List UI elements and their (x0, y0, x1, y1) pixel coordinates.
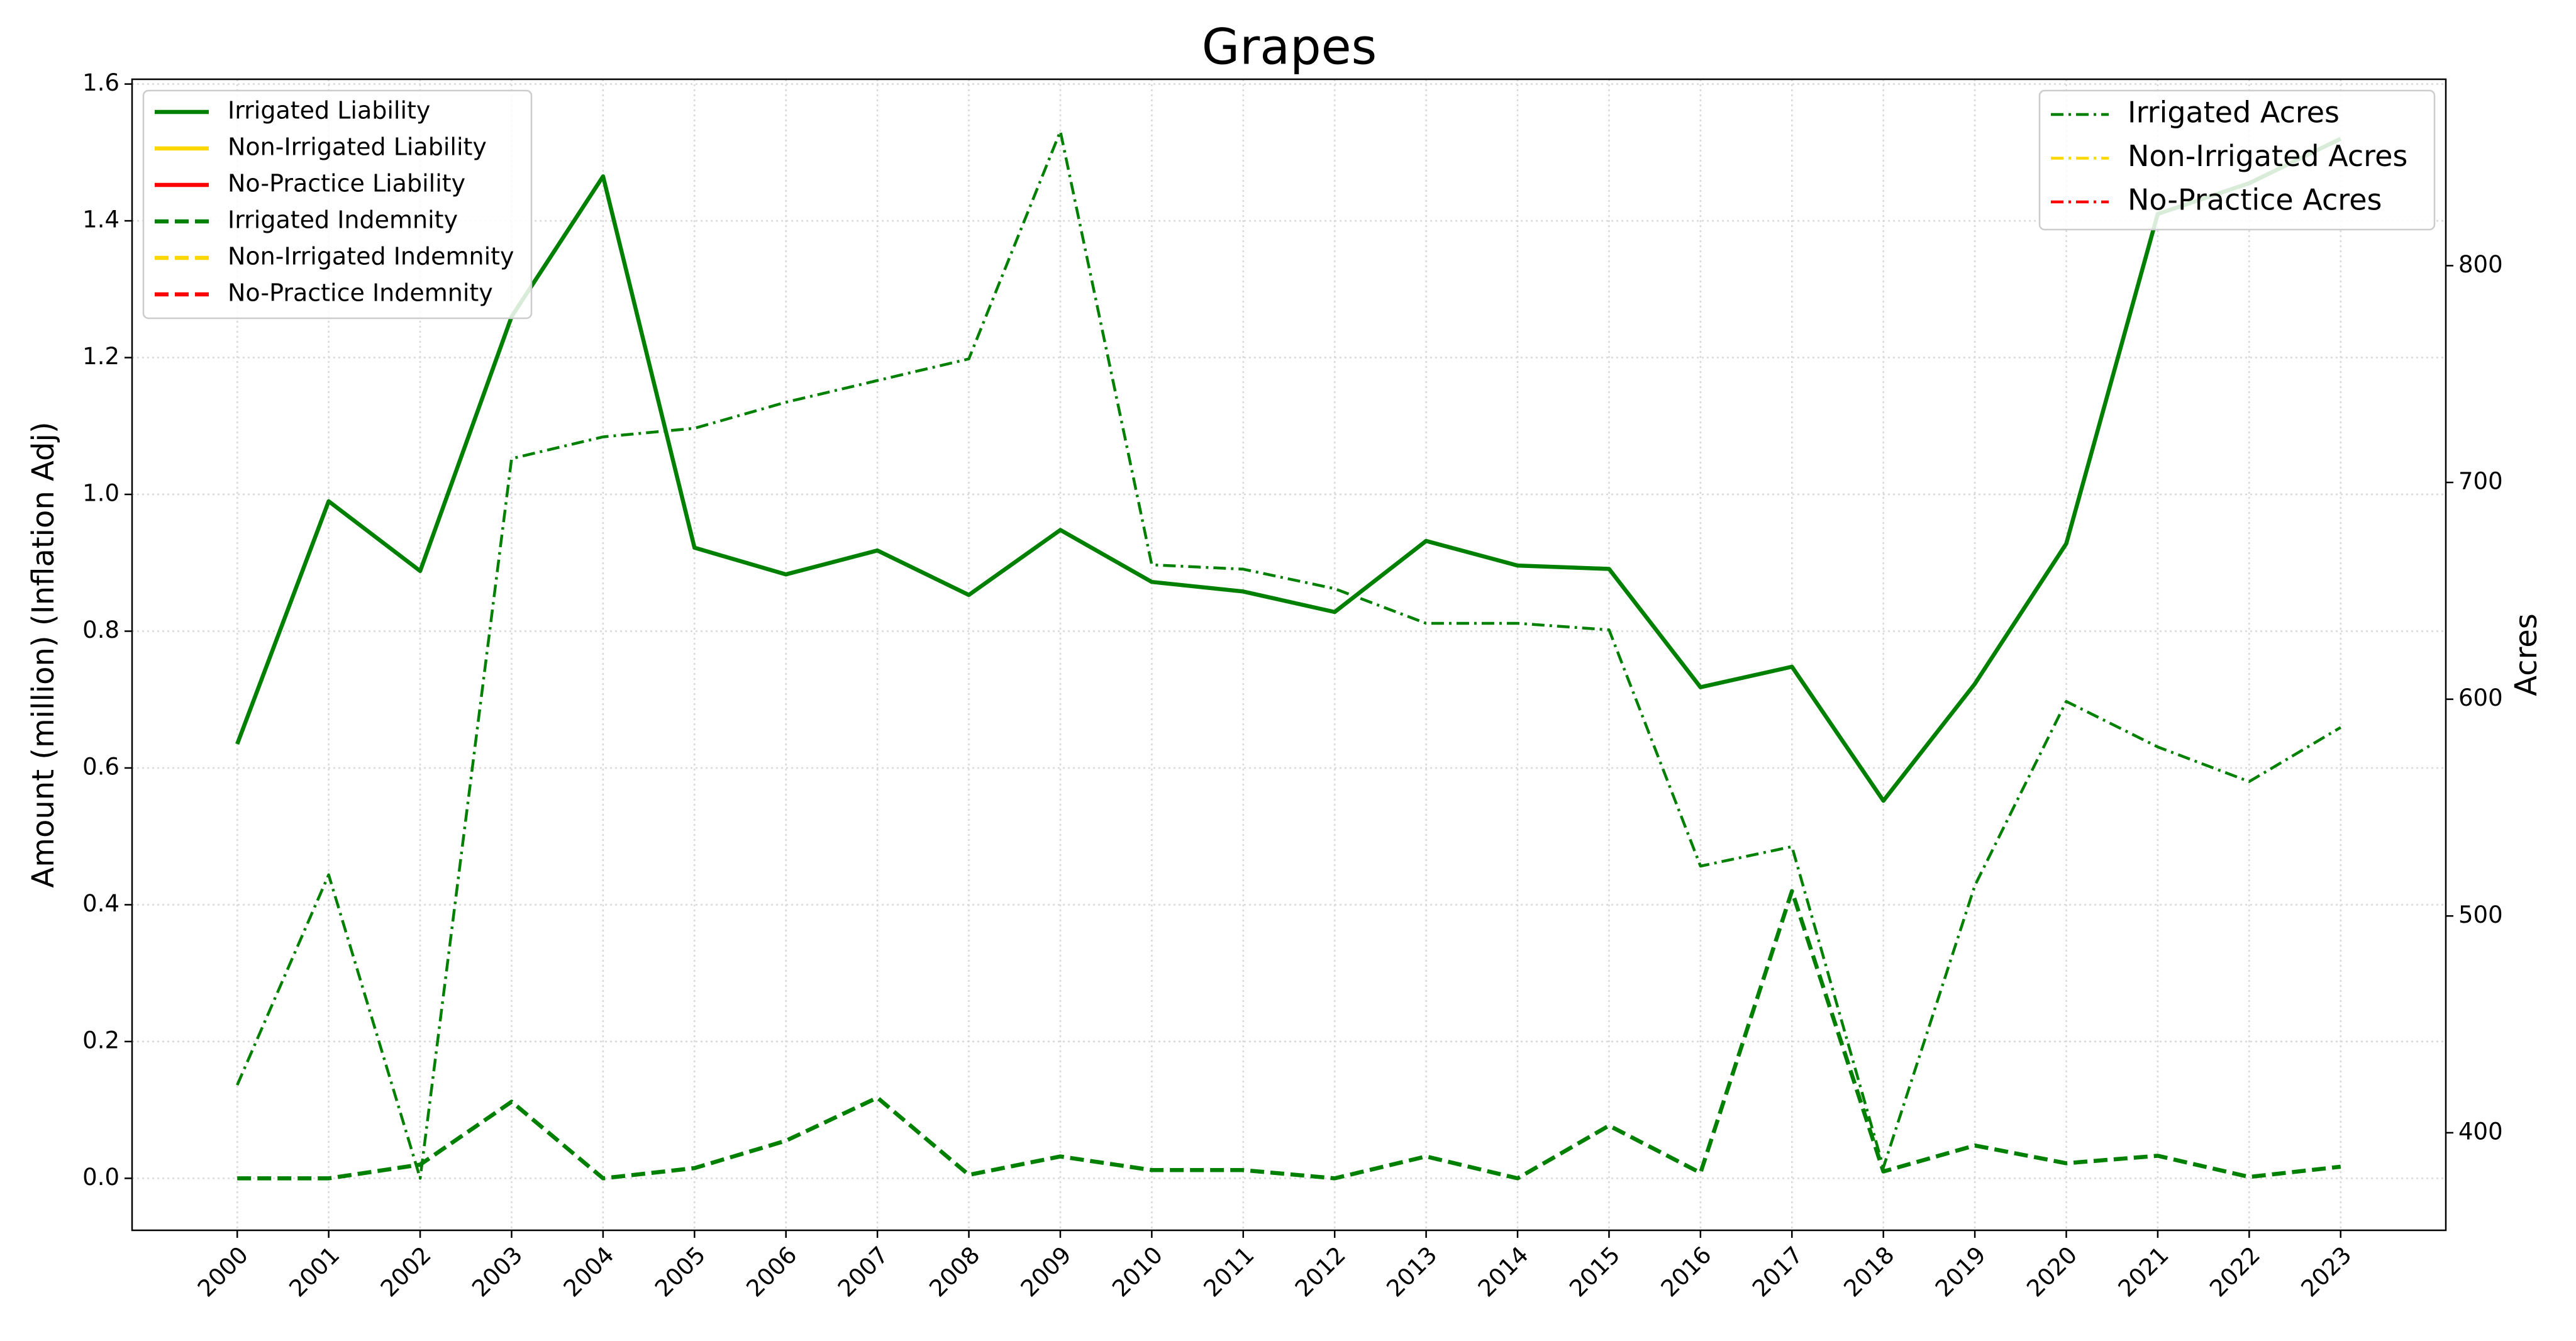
legend-label: Non-Irrigated Acres (2128, 139, 2407, 173)
legend-label: No-Practice Liability (228, 170, 465, 198)
y-tick-label: 0.0 (82, 1164, 119, 1191)
legend: Irrigated Liability Non-Irrigated Liabili… (142, 89, 533, 320)
y-tick-label: 0.4 (82, 890, 119, 917)
y-tick-label: 0.6 (82, 753, 119, 780)
plot-frame (131, 78, 2447, 1232)
y2-tick-label: 600 (2458, 684, 2503, 711)
legend-label: No-Practice Acres (2128, 183, 2382, 217)
y-tick-label: 1.0 (82, 480, 119, 507)
y-axis-label: Amount (million) (Inflation Adj) (26, 421, 61, 888)
legend-label: Irrigated Liability (228, 97, 430, 125)
legend-box (142, 89, 533, 320)
legend-label: Irrigated Acres (2128, 96, 2340, 130)
legend-box (2038, 89, 2436, 231)
legend-label: No-Practice Indemnity (228, 279, 493, 307)
legend: Irrigated Acres Non-Irrigated Acres No-Pra… (2038, 89, 2436, 231)
legend-label: Irrigated Indemnity (228, 206, 458, 234)
y2-tick-label: 700 (2458, 468, 2503, 495)
y2-tick-label: 800 (2458, 251, 2503, 278)
y-tick-label: 0.8 (82, 616, 119, 643)
legend-label: Non-Irrigated Liability (228, 133, 487, 161)
y2-axis-label: Acres (2509, 613, 2544, 696)
series-line (235, 136, 2342, 803)
series-line (236, 130, 2341, 1180)
chart-title: Grapes (1202, 19, 1377, 75)
y-tick-label: 0.2 (82, 1027, 119, 1054)
y-tick-label: 1.2 (82, 343, 119, 370)
y2-tick-label: 400 (2458, 1118, 2503, 1145)
y2-tick-label: 500 (2458, 901, 2503, 928)
series-line (237, 889, 2341, 1181)
y-tick-label: 1.4 (82, 206, 119, 233)
y-tick-label: 1.6 (82, 69, 119, 96)
legend-label: Non-Irrigated Indemnity (228, 243, 514, 270)
